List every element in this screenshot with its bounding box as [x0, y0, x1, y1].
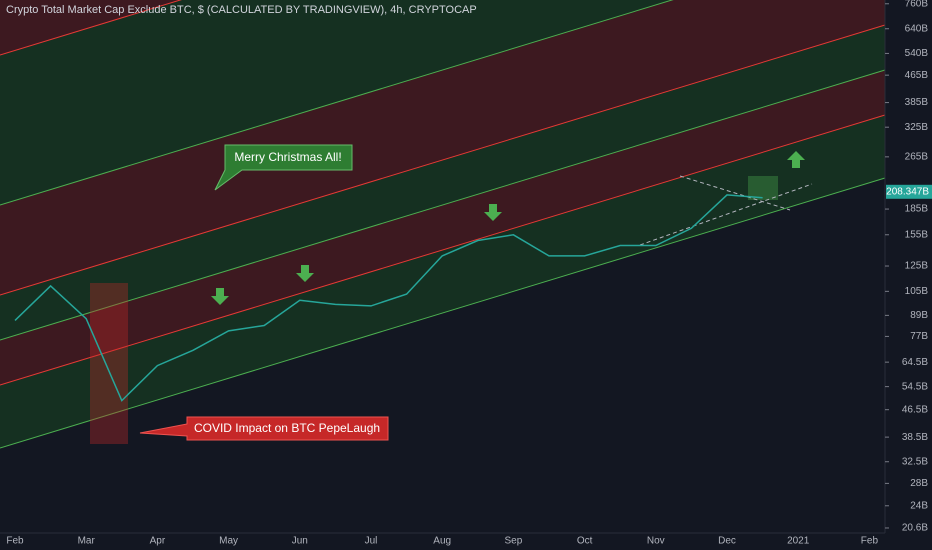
x-tick-label: Feb — [861, 536, 879, 547]
x-tick-label: 2021 — [787, 536, 810, 547]
highlight-box — [90, 283, 128, 444]
y-tick-label: 38.5B — [902, 432, 928, 443]
annotation: Merry Christmas All! — [234, 150, 341, 164]
x-tick-label: Mar — [78, 536, 96, 547]
arrows — [211, 151, 805, 305]
y-tick-label: 32.5B — [902, 456, 928, 467]
y-tick-label: 540B — [905, 48, 929, 59]
y-tick-label: 64.5B — [902, 357, 928, 368]
annotation: COVID Impact on BTC PepeLaugh — [194, 421, 380, 435]
chart-title: Crypto Total Market Cap Exclude BTC, $ (… — [6, 4, 477, 16]
highlight-box — [748, 176, 778, 200]
x-tick-label: May — [219, 536, 238, 547]
channel-band — [0, 0, 885, 295]
y-tick-label: 640B — [905, 23, 929, 34]
y-tick-label: 385B — [905, 97, 929, 108]
trend-line — [639, 183, 813, 246]
y-axis-panel — [885, 0, 932, 550]
y-tick-label: 185B — [905, 204, 929, 215]
channel-band — [0, 115, 885, 448]
y-tick-label: 54.5B — [902, 381, 928, 392]
x-tick-label: Oct — [577, 536, 593, 547]
x-axis-panel — [0, 533, 885, 550]
channel-band — [0, 25, 885, 340]
arrow-down — [211, 288, 229, 305]
channel-line — [0, 0, 182, 56]
x-tick-label: Jun — [292, 536, 308, 547]
channel-line — [0, 69, 886, 341]
channel-line — [0, 24, 886, 296]
x-tick-label: Jul — [365, 536, 378, 547]
channel-line — [0, 177, 886, 449]
x-tick-label: Nov — [647, 536, 665, 547]
x-tick-label: Dec — [718, 536, 736, 547]
x-tick-label: Aug — [433, 536, 451, 547]
price-label: 208.347B — [886, 186, 929, 197]
plot — [14, 194, 763, 402]
trend-line — [679, 175, 791, 211]
arrow-down — [484, 204, 502, 221]
x-tick-label: Sep — [505, 536, 523, 547]
callout — [214, 144, 353, 191]
channel — [0, 0, 886, 449]
arrow-up — [787, 151, 805, 168]
y-tick-label: 77B — [910, 331, 928, 342]
y-tick-label: 760B — [905, 0, 929, 9]
y-tick-label: 28B — [910, 478, 928, 489]
y-tick-label: 325B — [905, 122, 929, 133]
y-tick-label: 20.6B — [902, 523, 928, 534]
y-tick-label: 46.5B — [902, 404, 928, 415]
channel-line — [0, 0, 674, 206]
y-tick-label: 125B — [905, 261, 929, 272]
price-line — [14, 194, 763, 402]
y-tick-label: 465B — [905, 70, 929, 81]
channel-line — [0, 114, 886, 386]
channel-band — [0, 70, 885, 385]
y-tick-label: 155B — [905, 229, 929, 240]
price-label-box — [886, 184, 932, 199]
y-tick-label: 265B — [905, 151, 929, 162]
y-tick-label: 24B — [910, 500, 928, 511]
x-tick-label: Feb — [6, 536, 24, 547]
y-tick-label: 89B — [910, 310, 928, 321]
x-tick-label: Apr — [150, 536, 166, 547]
y-tick-label: 105B — [905, 286, 929, 297]
callout — [139, 416, 389, 441]
arrow-down — [296, 265, 314, 282]
axes: 760B 640B 540B 465B 385B 325B 265B 185B 155B 125B… — [6, 0, 932, 547]
